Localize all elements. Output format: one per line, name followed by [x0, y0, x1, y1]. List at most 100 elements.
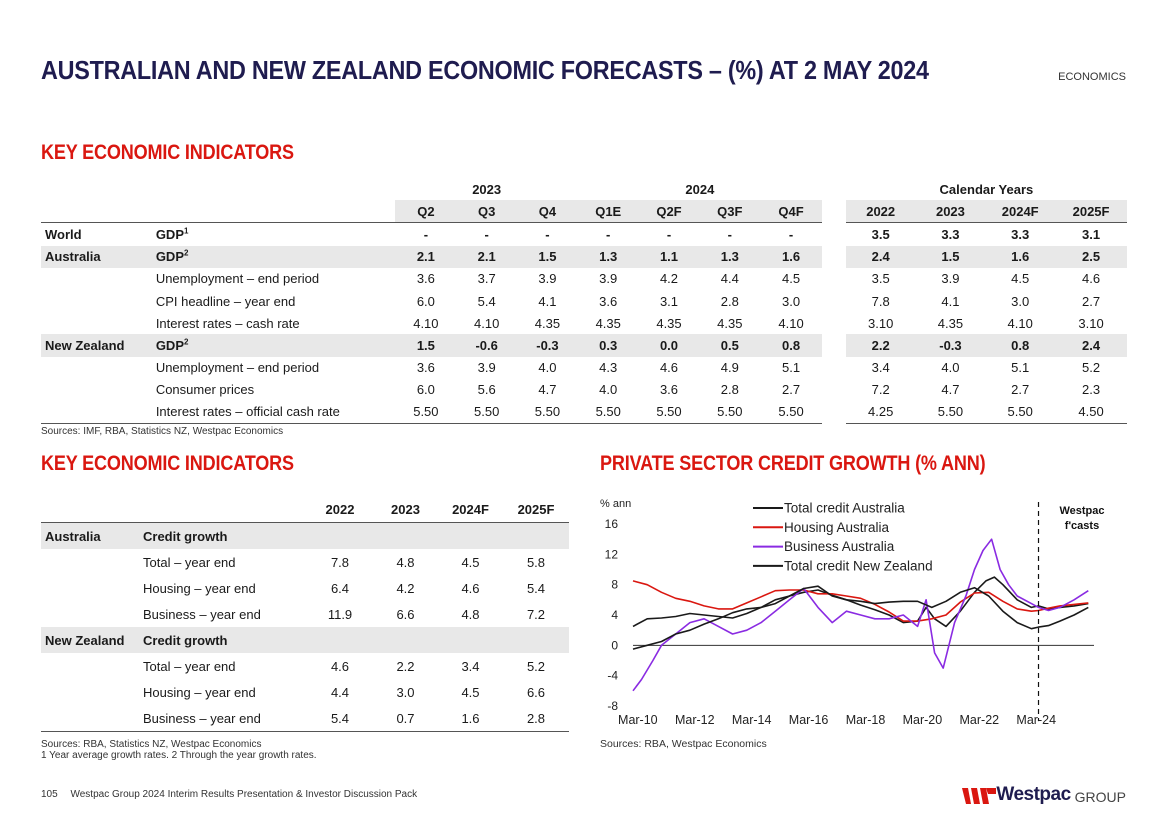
- credit-value: [373, 522, 438, 549]
- quarter-value: 1.1: [638, 245, 700, 268]
- quarter-header: Q3F: [699, 200, 761, 223]
- y-tick-label: 8: [611, 578, 618, 592]
- indicator-row: New Zealand GDP2 1.5 -0.6 -0.3 0.3 0.0 0.5 0.8 2.…: [41, 334, 1127, 357]
- quarter-value: 4.6: [659, 360, 679, 376]
- footnote-mark: 1: [183, 226, 189, 236]
- region-label: World: [41, 222, 156, 246]
- region-label: [41, 575, 143, 601]
- period-header-row: Q2 Q3 Q4 Q1E Q2F Q3F Q4F 2022 2023 2024F…: [41, 200, 1127, 223]
- region-label: Australia: [41, 245, 156, 268]
- annual-value: 1.6: [985, 245, 1056, 268]
- quarter-value: 3.7: [477, 271, 496, 287]
- series-line: [632, 538, 1089, 692]
- indicator-row: Interest rates – cash rate 4.10 4.10 4.35 4.…: [41, 312, 1127, 334]
- quarter-header: Q4F: [760, 200, 822, 223]
- legend-label: Business Australia: [784, 539, 895, 554]
- quarter-value: 4.7: [538, 382, 557, 398]
- quarter-value: 3.9: [477, 360, 496, 376]
- year-header-row: 2023 2024 Calendar Years: [41, 178, 1127, 200]
- credit-value: 6.6: [396, 606, 415, 622]
- annual-value: 5.2: [1082, 360, 1101, 376]
- indicator-name: Unemployment – end period: [155, 360, 320, 376]
- indicator-label: Interest rates – cash rate: [156, 312, 396, 334]
- quarter-value: 4.4: [720, 271, 739, 287]
- annual-value: 2.3: [1082, 382, 1101, 398]
- quarter-header: Q1E: [577, 200, 639, 223]
- credit-heading: KEY ECONOMIC INDICATORS: [41, 452, 294, 475]
- indicator-label: Unemployment – end period: [156, 268, 396, 290]
- credit-value: 5.4: [307, 705, 373, 732]
- annual-value: 5.1: [1011, 360, 1030, 376]
- quarter-value: -0.3: [517, 334, 578, 357]
- indicator-name: CPI headline – year end: [155, 293, 296, 309]
- quarter-value: 2.1: [395, 245, 457, 268]
- credit-growth-chart: % ann -8 -4 0 4 8 12 16 Mar-10 Mar-12 Mar-14 Mar-…: [600, 498, 1105, 727]
- quarter-value: 4.10: [778, 315, 804, 331]
- annual-header: 2024F: [985, 200, 1056, 223]
- quarter-value: 0.8: [760, 334, 822, 357]
- quarter-value: -: [456, 222, 518, 246]
- quarter-value: 3.6: [416, 360, 435, 376]
- year-2023-header: 2023: [472, 181, 502, 197]
- indicator-row: Interest rates – official cash rate 5.50 5…: [41, 400, 1127, 425]
- annual-value: 5.50: [915, 400, 986, 425]
- credit-year-header: 2025F: [517, 501, 555, 517]
- annual-value: 3.5: [871, 271, 890, 287]
- credit-value: 5.2: [526, 658, 546, 674]
- quarter-value: 3.0: [782, 293, 801, 309]
- credit-label: Housing – year end: [143, 684, 256, 700]
- credit-label: Total – year end: [143, 554, 236, 570]
- quarter-value: 1.3: [699, 245, 761, 268]
- legend-label: Total credit Australia: [784, 501, 905, 516]
- quarter-value: 3.9: [538, 271, 557, 287]
- credit-header-row: 2022 2023 2024F 2025F: [41, 496, 569, 523]
- year-2024-header: 2024: [685, 181, 715, 197]
- indicator-label: Unemployment – end period: [156, 357, 396, 379]
- annual-value: 3.1: [1055, 222, 1127, 246]
- credit-value: 6.6: [526, 684, 546, 700]
- footnote-mark: 2: [183, 248, 189, 258]
- indicators-heading: KEY ECONOMIC INDICATORS: [41, 141, 294, 164]
- credit-value: 4.5: [461, 684, 480, 700]
- credit-value: 4.8: [396, 554, 415, 570]
- x-tick-label: Mar-12: [675, 713, 715, 727]
- y-axis-label: % ann: [600, 498, 631, 510]
- logo-brand: Westpac: [996, 784, 1071, 805]
- annual-value: 1.5: [915, 245, 986, 268]
- annual-value: 4.7: [941, 382, 960, 398]
- series-line: [632, 580, 1089, 622]
- quarter-value: 4.35: [717, 315, 743, 331]
- region-label: [41, 705, 143, 732]
- indicator-name: GDP: [155, 249, 184, 265]
- annual-value: 2.5: [1055, 245, 1127, 268]
- quarter-value: 5.1: [782, 360, 801, 376]
- quarter-value: 4.10: [413, 315, 439, 331]
- credit-value: 4.6: [461, 580, 480, 596]
- credit-value: [373, 627, 438, 653]
- indicator-name: Interest rates – official cash rate: [155, 404, 340, 420]
- y-tick-label: 12: [605, 547, 619, 561]
- indicators-table: 2023 2024 Calendar Years Q2 Q3 Q4 Q1E Q2…: [41, 178, 1127, 425]
- credit-row: Business – year end 11.9 6.6 4.8 7.2: [41, 601, 569, 627]
- forecast-label: Westpac: [1059, 505, 1104, 517]
- quarter-value: 1.6: [760, 245, 822, 268]
- legend-label: Housing Australia: [784, 520, 890, 535]
- x-tick-label: Mar-18: [846, 713, 886, 727]
- region-label: New Zealand: [41, 627, 143, 653]
- quarter-value: 2.8: [720, 293, 739, 309]
- credit-value: [503, 627, 569, 653]
- series-line: [632, 576, 1089, 628]
- x-tick-label: Mar-24: [1016, 713, 1056, 727]
- quarter-header: Q2: [395, 200, 457, 223]
- annual-value: 4.50: [1055, 400, 1127, 425]
- y-tick-label: -4: [607, 669, 618, 683]
- credit-year-header: 2023: [391, 501, 420, 517]
- chart-heading: PRIVATE SECTOR CREDIT GROWTH (% ANN): [600, 452, 986, 475]
- quarter-value: 4.10: [474, 315, 500, 331]
- quarter-value: 4.0: [599, 382, 618, 398]
- page-number: 105: [41, 789, 58, 800]
- logo-group: GROUP: [1074, 789, 1126, 805]
- credit-label: Housing – year end: [143, 580, 256, 596]
- annual-value: 3.10: [1078, 315, 1104, 331]
- credit-row: Housing – year end 6.4 4.2 4.6 5.4: [41, 575, 569, 601]
